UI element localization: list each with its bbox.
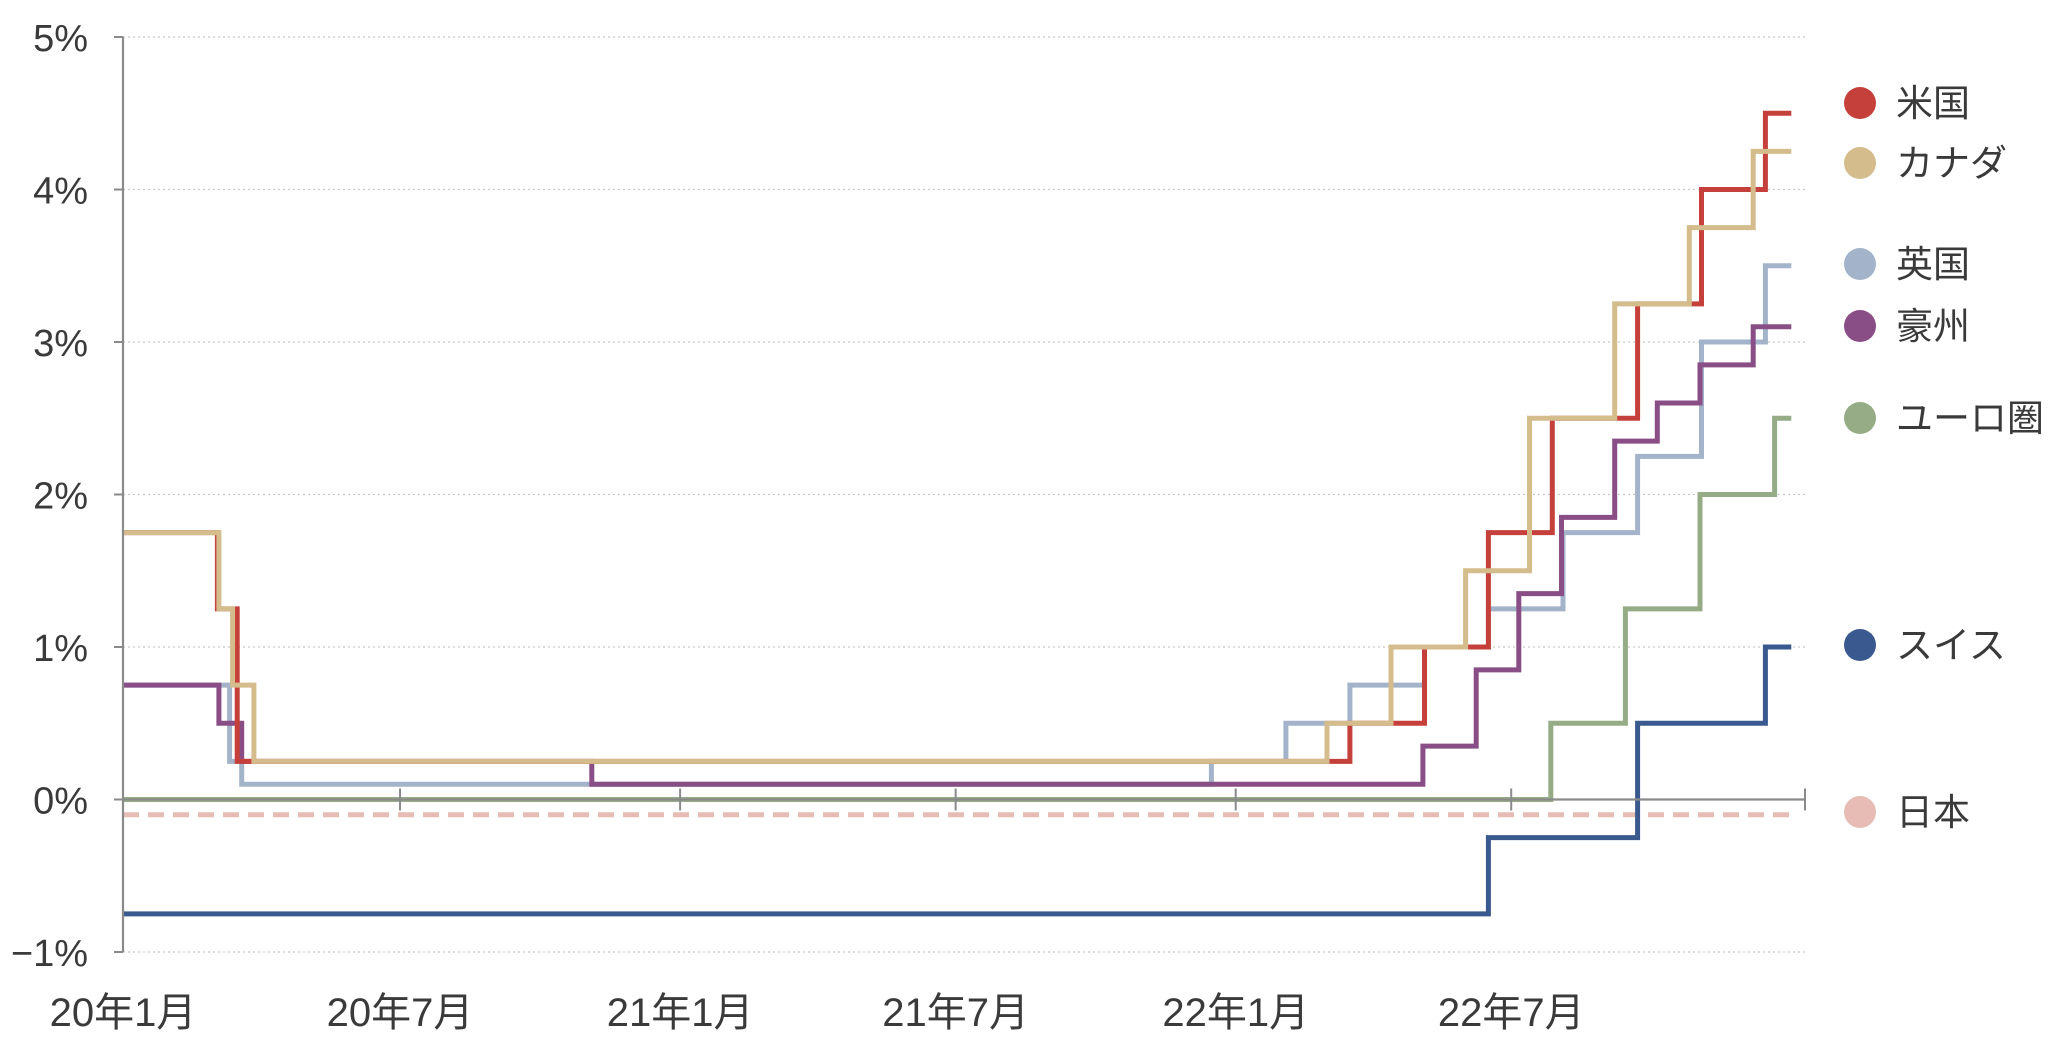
legend-swatch: [1844, 147, 1876, 179]
series-line: [123, 324, 1792, 787]
legend-label: 米国: [1896, 82, 1970, 125]
y-tick-label: −1%: [11, 933, 88, 975]
legend-label: 英国: [1896, 243, 1970, 286]
grid-lines: [123, 36, 1805, 953]
x-tick-label: 21年1月: [607, 991, 754, 1035]
legend-swatch: [1844, 402, 1876, 434]
legend-label: 豪州: [1896, 305, 1970, 348]
legend-swatch: [1844, 87, 1876, 119]
series-line: [123, 110, 1792, 764]
y-tick-label: 4%: [33, 171, 88, 213]
legend-swatch: [1844, 248, 1876, 280]
y-tick-label: 3%: [33, 323, 88, 365]
legend-swatch: [1844, 629, 1876, 661]
series-line: [123, 415, 1792, 802]
series-line: [123, 148, 1792, 764]
x-tick-label: 22年1月: [1162, 991, 1309, 1035]
legend-label: 日本: [1896, 791, 1970, 834]
axis-ticks: 5% 4% 3% 2% 1% 0% −1% 20年1月 20年7月 21年1月 21年7月 22年1月…: [11, 18, 1806, 1035]
y-tick-label: 2%: [33, 476, 88, 518]
x-tick-label: 20年1月: [50, 991, 197, 1035]
series-lines: [123, 110, 1792, 917]
legend-swatch: [1844, 310, 1876, 342]
x-tick-label: 21年7月: [882, 991, 1029, 1035]
y-tick-label: 1%: [33, 628, 88, 670]
legend-label: カナダ: [1896, 142, 2007, 185]
legend-swatch: [1844, 796, 1876, 828]
y-tick-label: 5%: [33, 18, 88, 60]
legend-label: ユーロ圏: [1896, 397, 2044, 440]
x-tick-label: 20年7月: [327, 991, 474, 1035]
x-tick-label: 22年7月: [1438, 991, 1585, 1035]
y-tick-label: 0%: [33, 781, 88, 823]
legend-label: スイス: [1896, 624, 2006, 667]
series-line: [123, 263, 1792, 787]
series-line: [123, 644, 1792, 917]
